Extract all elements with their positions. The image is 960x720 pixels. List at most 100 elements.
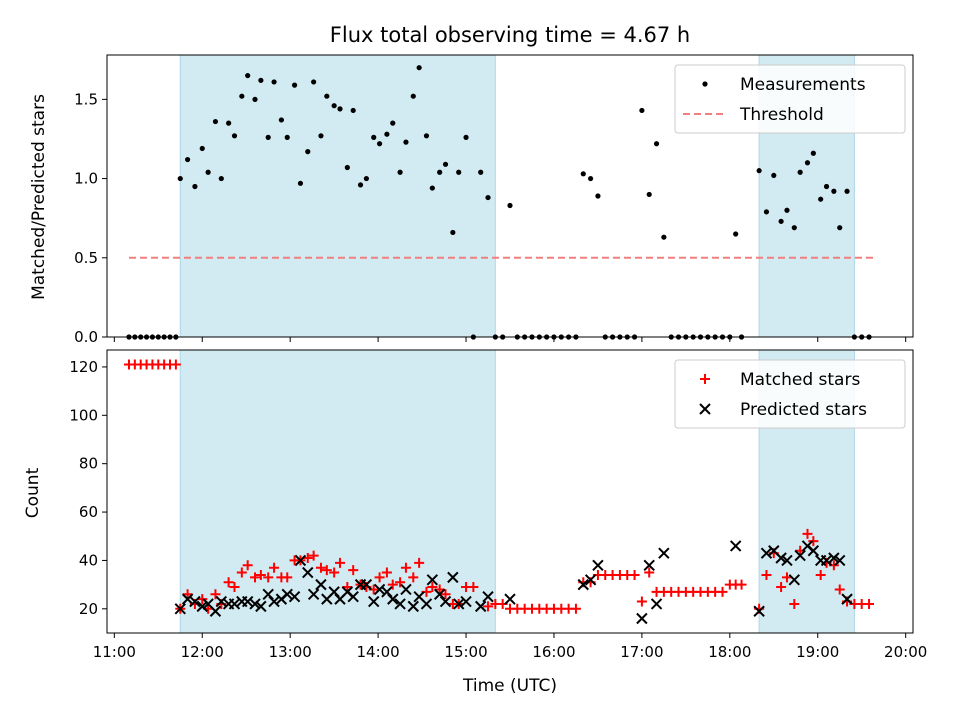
x-tick-label: 20:00 bbox=[884, 643, 927, 661]
predicted-stars-point bbox=[288, 591, 301, 603]
matched-stars-point bbox=[776, 582, 787, 593]
predicted-stars-point bbox=[482, 591, 494, 603]
axes-frame bbox=[106, 54, 914, 338]
bottom-panel: 20 40 60 80 100 120 11:00 12:00 13:00 14:00 15:00 1… bbox=[69, 349, 927, 661]
predicted-stars-point bbox=[841, 593, 853, 605]
measurement-point bbox=[278, 117, 284, 123]
predicted-stars-point bbox=[794, 549, 806, 562]
matched-stars-point bbox=[381, 567, 392, 578]
predicted-stars-point bbox=[807, 545, 820, 557]
matched-stars-point bbox=[269, 562, 280, 573]
matched-stars-point bbox=[717, 586, 728, 597]
measurement-point bbox=[397, 169, 403, 175]
measurement-point bbox=[450, 229, 456, 236]
measurement-point bbox=[291, 82, 298, 88]
y-tick-label: 0.5 bbox=[74, 249, 98, 267]
matched-stars-point bbox=[315, 562, 326, 573]
matched-stars-point bbox=[374, 572, 385, 583]
measurement-point bbox=[245, 72, 251, 79]
predicted-stars-point bbox=[834, 554, 846, 567]
measurement-point bbox=[804, 160, 811, 166]
x-tick-label: 19:00 bbox=[796, 643, 839, 661]
matched-stars-point bbox=[834, 584, 845, 595]
matched-stars-point bbox=[440, 589, 451, 600]
measurement-point bbox=[463, 134, 469, 140]
x-tick-label: 13:00 bbox=[269, 643, 312, 661]
legend-label: Matched stars bbox=[740, 370, 860, 390]
x-tick-label: 11:00 bbox=[93, 643, 136, 661]
x-axis-label: Time (UTC) bbox=[462, 676, 557, 696]
predicted-stars-point bbox=[828, 552, 840, 564]
legend-box bbox=[674, 64, 906, 134]
measurement-point bbox=[429, 185, 435, 191]
measurement-point bbox=[595, 193, 601, 199]
measurement-point bbox=[205, 169, 211, 175]
measurement-point bbox=[437, 169, 443, 175]
measurement-point bbox=[810, 150, 816, 156]
measurement-point bbox=[485, 194, 491, 201]
predicted-stars-point bbox=[636, 612, 648, 625]
predicted-stars-point bbox=[209, 605, 222, 617]
measurement-point bbox=[384, 131, 390, 137]
matched-stars-point bbox=[808, 536, 819, 547]
predicted-stars-point bbox=[820, 554, 833, 567]
measurement-point bbox=[376, 141, 383, 147]
matched-stars-point bbox=[761, 569, 772, 580]
predicted-stars-point bbox=[315, 578, 327, 591]
matched-stars-point bbox=[302, 553, 313, 564]
matched-stars-point bbox=[263, 572, 274, 583]
predicted-stars-point bbox=[650, 598, 663, 610]
bottom-y-axis-label: Count bbox=[23, 467, 43, 518]
measurement-point bbox=[646, 191, 652, 198]
matched-stars-point bbox=[223, 577, 234, 588]
measurement-point bbox=[778, 218, 784, 224]
measurement-point bbox=[403, 139, 409, 145]
predicted-stars-point bbox=[294, 554, 307, 567]
measurement-point bbox=[797, 169, 803, 175]
matched-stars-point bbox=[570, 603, 581, 614]
y-tick-label: 0.0 bbox=[74, 328, 98, 346]
predicted-stars-point bbox=[174, 603, 186, 615]
matched-stars-point bbox=[242, 560, 253, 571]
predicted-stars-point bbox=[189, 595, 201, 608]
x-tick-label: 14:00 bbox=[356, 643, 399, 661]
predicted-stars-point bbox=[760, 547, 773, 559]
predicted-stars-point bbox=[347, 591, 359, 603]
legend-box bbox=[674, 359, 906, 429]
matched-stars-point bbox=[197, 594, 208, 605]
measurement-point bbox=[756, 168, 762, 174]
predicted-stars-point bbox=[268, 595, 280, 608]
measurement-point bbox=[218, 175, 224, 182]
matched-stars-point bbox=[182, 589, 193, 600]
predicted-stars-point bbox=[788, 574, 801, 586]
shaded-interval bbox=[179, 349, 496, 634]
measurement-point bbox=[823, 183, 830, 190]
measurement-point bbox=[818, 196, 824, 202]
predicted-stars-point bbox=[400, 583, 412, 596]
measurement-point bbox=[265, 134, 271, 140]
measurement-point bbox=[837, 225, 843, 231]
predicted-stars-point bbox=[302, 566, 314, 579]
measurement-point bbox=[311, 79, 317, 85]
predicted-stars-point bbox=[426, 574, 439, 586]
matched-stars-point bbox=[170, 359, 181, 370]
measurement-point bbox=[231, 133, 238, 139]
matched-stars-point bbox=[815, 569, 826, 580]
measurement-point bbox=[661, 234, 667, 240]
predicted-stars-point bbox=[181, 593, 194, 605]
predicted-stars-point bbox=[307, 588, 320, 601]
predicted-stars-point bbox=[241, 595, 254, 608]
y-tick-label: 100 bbox=[69, 406, 98, 424]
measurement-point bbox=[771, 172, 777, 179]
measurement-point bbox=[639, 107, 645, 114]
matched-stars-point bbox=[308, 550, 319, 561]
matched-stars-point bbox=[736, 579, 747, 590]
predicted-stars-point bbox=[729, 540, 742, 552]
matched-stars-point bbox=[781, 572, 792, 583]
matched-stars-point bbox=[236, 567, 247, 578]
measurement-point bbox=[177, 175, 183, 182]
top-panel: 0.0 0.5 1.0 1.5 Measurements Threshold bbox=[74, 54, 914, 346]
predicted-stars-point bbox=[460, 595, 472, 608]
measurement-point bbox=[297, 180, 304, 186]
legend-label: Threshold bbox=[739, 105, 824, 125]
